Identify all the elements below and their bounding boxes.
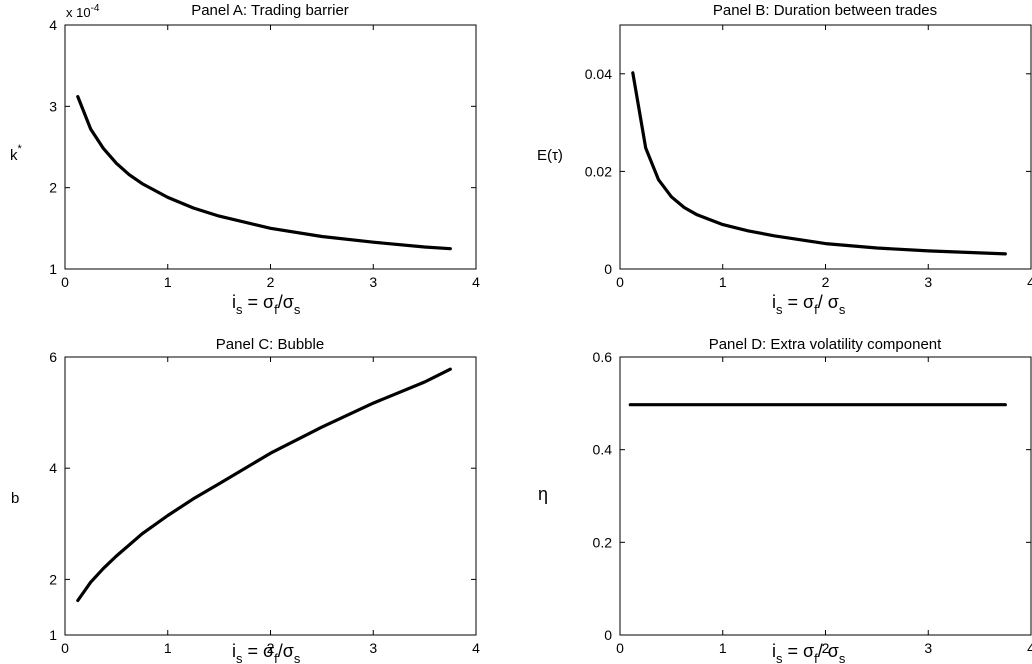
x-tick-label: 4 bbox=[472, 274, 480, 290]
y-tick-label: 0 bbox=[604, 261, 612, 277]
panel-a: Panel A: Trading barrier x 10-4 k* is = … bbox=[10, 2, 480, 317]
y-tick-label: 6 bbox=[49, 349, 57, 365]
series-line bbox=[631, 71, 1007, 256]
x-axis-label: is = σf/ σs bbox=[772, 292, 846, 317]
x-tick-label: 1 bbox=[719, 274, 727, 290]
x-tick-label: 2 bbox=[822, 274, 830, 290]
x-tick-label: 0 bbox=[616, 274, 624, 290]
ticks: 0 1 2 3 4 0 0.2 0.4 0.6 bbox=[593, 349, 1032, 656]
chart-title: Panel A: Trading barrier bbox=[191, 2, 349, 19]
x-tick-label: 1 bbox=[164, 640, 172, 656]
y-tick-label: 1 bbox=[49, 261, 57, 277]
y-axis-label: b bbox=[11, 490, 19, 507]
plot-frame bbox=[619, 24, 1032, 270]
x-axis-label: is = σf/σs bbox=[232, 641, 301, 664]
x-tick-label: 3 bbox=[924, 640, 932, 656]
ticks: 0 1 2 3 4 0 0.02 0.04 bbox=[585, 25, 1032, 290]
x-axis-label: is = σf/ σs bbox=[772, 641, 846, 664]
series-line bbox=[76, 367, 452, 603]
plot-frame bbox=[64, 24, 477, 270]
y-tick-label: 1 bbox=[49, 627, 57, 643]
y-tick-label: 4 bbox=[49, 460, 57, 476]
x-tick-label: 0 bbox=[616, 640, 624, 656]
x-axis-label: is = σf/σs bbox=[232, 292, 301, 317]
x-tick-label: 2 bbox=[267, 640, 275, 656]
chart-title: Panel B: Duration between trades bbox=[713, 2, 937, 19]
x-tick-label: 1 bbox=[719, 640, 727, 656]
y-tick-label: 0.6 bbox=[593, 349, 613, 365]
plot-frame bbox=[64, 356, 477, 636]
y-tick-label: 0.2 bbox=[593, 534, 613, 550]
plot-frame bbox=[619, 356, 1032, 636]
y-multiplier: x 10-4 bbox=[66, 3, 100, 20]
y-tick-label: 0 bbox=[604, 627, 612, 643]
x-tick-label: 0 bbox=[61, 640, 69, 656]
y-tick-label: 0.4 bbox=[593, 442, 613, 458]
x-tick-label: 0 bbox=[61, 274, 69, 290]
chart-title: Panel C: Bubble bbox=[216, 336, 324, 353]
y-tick-label: 4 bbox=[49, 17, 57, 33]
y-tick-label: 2 bbox=[49, 180, 57, 196]
x-tick-label: 3 bbox=[369, 640, 377, 656]
y-axis-label: k* bbox=[10, 143, 23, 164]
y-tick-label: 0.02 bbox=[585, 163, 612, 179]
y-tick-label: 3 bbox=[49, 98, 57, 114]
panel-d: Panel D: Extra volatility component η is… bbox=[538, 336, 1032, 664]
x-tick-label: 4 bbox=[472, 640, 480, 656]
x-tick-label: 4 bbox=[1027, 274, 1032, 290]
x-tick-label: 3 bbox=[924, 274, 932, 290]
y-axis-label: E(τ) bbox=[537, 147, 563, 164]
chart-title: Panel D: Extra volatility component bbox=[709, 336, 942, 353]
y-axis-label: η bbox=[538, 484, 548, 504]
x-tick-label: 2 bbox=[822, 640, 830, 656]
x-tick-label: 1 bbox=[164, 274, 172, 290]
y-tick-label: 0.04 bbox=[585, 66, 612, 82]
x-tick-label: 2 bbox=[267, 274, 275, 290]
series-line bbox=[76, 95, 452, 251]
x-tick-label: 4 bbox=[1027, 640, 1032, 656]
x-tick-label: 3 bbox=[369, 274, 377, 290]
y-tick-label: 2 bbox=[49, 571, 57, 587]
panel-b: Panel B: Duration between trades E(τ) is… bbox=[537, 2, 1032, 317]
